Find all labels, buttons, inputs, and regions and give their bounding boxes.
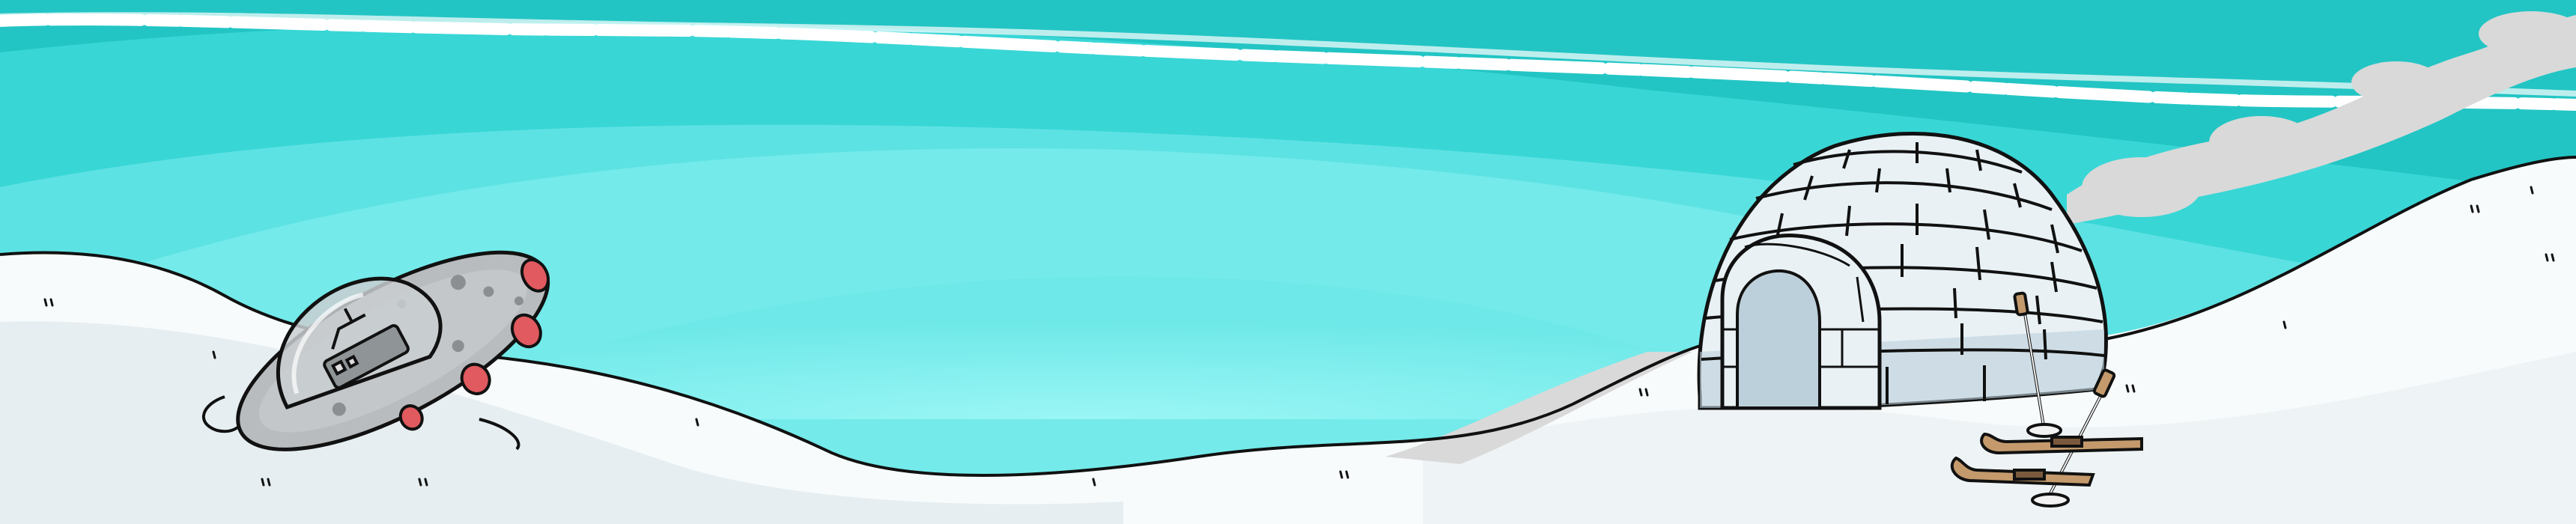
cloud-stripes [0,12,2576,111]
skis-icon[interactable] [1950,432,2143,487]
crashed-ufo-icon[interactable] [201,198,583,502]
smoke-trail [2067,11,2576,225]
igloo-icon[interactable] [1697,131,2108,410]
